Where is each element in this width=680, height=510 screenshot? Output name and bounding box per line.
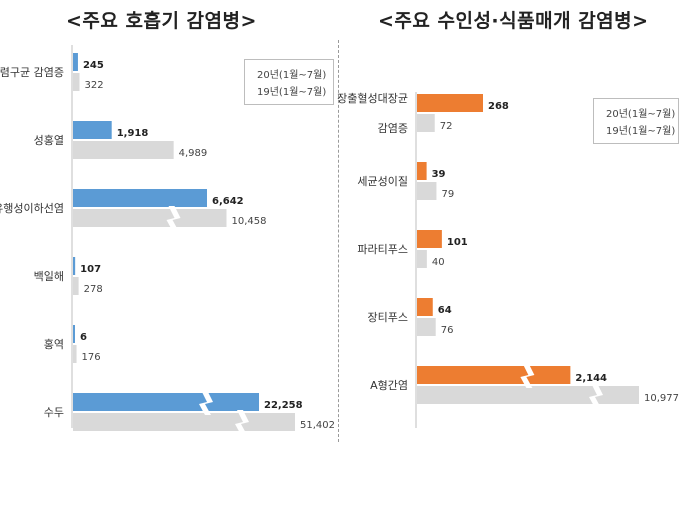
value-label-2019: 40: [432, 257, 445, 268]
value-label-2019: 51,402: [300, 420, 335, 431]
bar-2020: [73, 393, 260, 411]
value-label-2020: 64: [438, 305, 452, 316]
category-label: A형간염: [370, 379, 408, 392]
bar-2020: [73, 325, 75, 343]
legend-label-2020: 20년(1월~7월): [606, 109, 676, 120]
category-label: 감염증: [378, 122, 408, 135]
value-label-2019: 76: [441, 325, 454, 336]
category-label: 장출혈성대장균: [337, 91, 408, 105]
value-label-2019: 4,989: [179, 148, 208, 159]
bar-2019: [73, 413, 295, 431]
value-label-2020: 2,144: [575, 373, 607, 384]
panel-divider: [338, 40, 339, 442]
bar-2019: [417, 114, 435, 132]
bar-2020: [417, 298, 433, 316]
right-legend: 20년(1월~7월) 19년(1월~7월): [593, 98, 679, 144]
value-label-2019: 10,458: [232, 216, 267, 227]
value-label-2019: 10,977: [644, 393, 679, 404]
bar-2019: [73, 141, 174, 159]
category-label: 폐렴구균 감염증: [0, 66, 64, 79]
bar-2019: [417, 250, 427, 268]
bar-2020: [73, 189, 207, 207]
category-label: 세균성이질: [357, 175, 408, 188]
category-label: 파라티푸스: [357, 243, 408, 256]
value-label-2019: 79: [441, 189, 454, 200]
axis-break-mark: [166, 206, 181, 231]
axis-break-mark: [199, 390, 214, 415]
bar-2019: [417, 386, 639, 404]
value-label-2020: 22,258: [264, 400, 303, 411]
category-label: 수두: [44, 406, 64, 419]
legend-label-2019: 19년(1월~7월): [606, 126, 676, 137]
bar-2019: [73, 345, 77, 363]
axis-break-mark: [589, 383, 603, 408]
bar-2020: [73, 257, 76, 275]
value-label-2020: 268: [488, 101, 509, 112]
bar-2020: [417, 230, 442, 248]
bar-2019: [73, 277, 79, 295]
value-label-2020: 6,642: [212, 196, 244, 207]
value-label-2019: 72: [440, 121, 453, 132]
bar-2020: [417, 94, 483, 112]
bar-2020: [417, 366, 571, 384]
legend-label-2019: 19년(1월~7월): [257, 87, 327, 98]
value-label-2020: 245: [83, 60, 104, 71]
category-label: 백일해: [34, 269, 64, 283]
value-label-2020: 39: [432, 169, 446, 180]
bar-2019: [73, 73, 80, 91]
value-label-2019: 322: [84, 80, 103, 91]
left-chart-title: <주요 호흡기 감염병>: [66, 10, 257, 32]
legend-label-2020: 20년(1월~7월): [257, 70, 327, 81]
bar-2019: [73, 209, 227, 227]
value-label-2020: 1,918: [117, 128, 149, 139]
bar-2020: [73, 121, 112, 139]
value-label-2019: 176: [82, 352, 101, 363]
axis-break-mark: [520, 363, 535, 388]
left-legend: 20년(1월~7월) 19년(1월~7월): [244, 59, 334, 105]
category-label: 유행성이하선염: [0, 201, 64, 215]
bar-2020: [73, 53, 78, 71]
bar-2019: [417, 182, 437, 200]
right-chart-title: <주요 수인성·식품매개 감염병>: [378, 10, 649, 32]
axis-break-mark: [235, 410, 249, 435]
value-label-2020: 107: [80, 264, 101, 275]
category-label: 성홍열: [34, 133, 64, 147]
chart-respiratory: 폐렴구균 감염증 245 322 성홍열 1,918 4,989 유행성이하선염 6,642 1…: [0, 45, 335, 435]
value-label-2019: 278: [84, 284, 103, 295]
category-label: 장티푸스: [368, 311, 408, 324]
value-label-2020: 101: [447, 237, 468, 248]
value-label-2020: 6: [80, 332, 87, 343]
bar-2019: [417, 318, 436, 336]
bar-2020: [417, 162, 427, 180]
category-label: 홍역: [44, 337, 64, 351]
